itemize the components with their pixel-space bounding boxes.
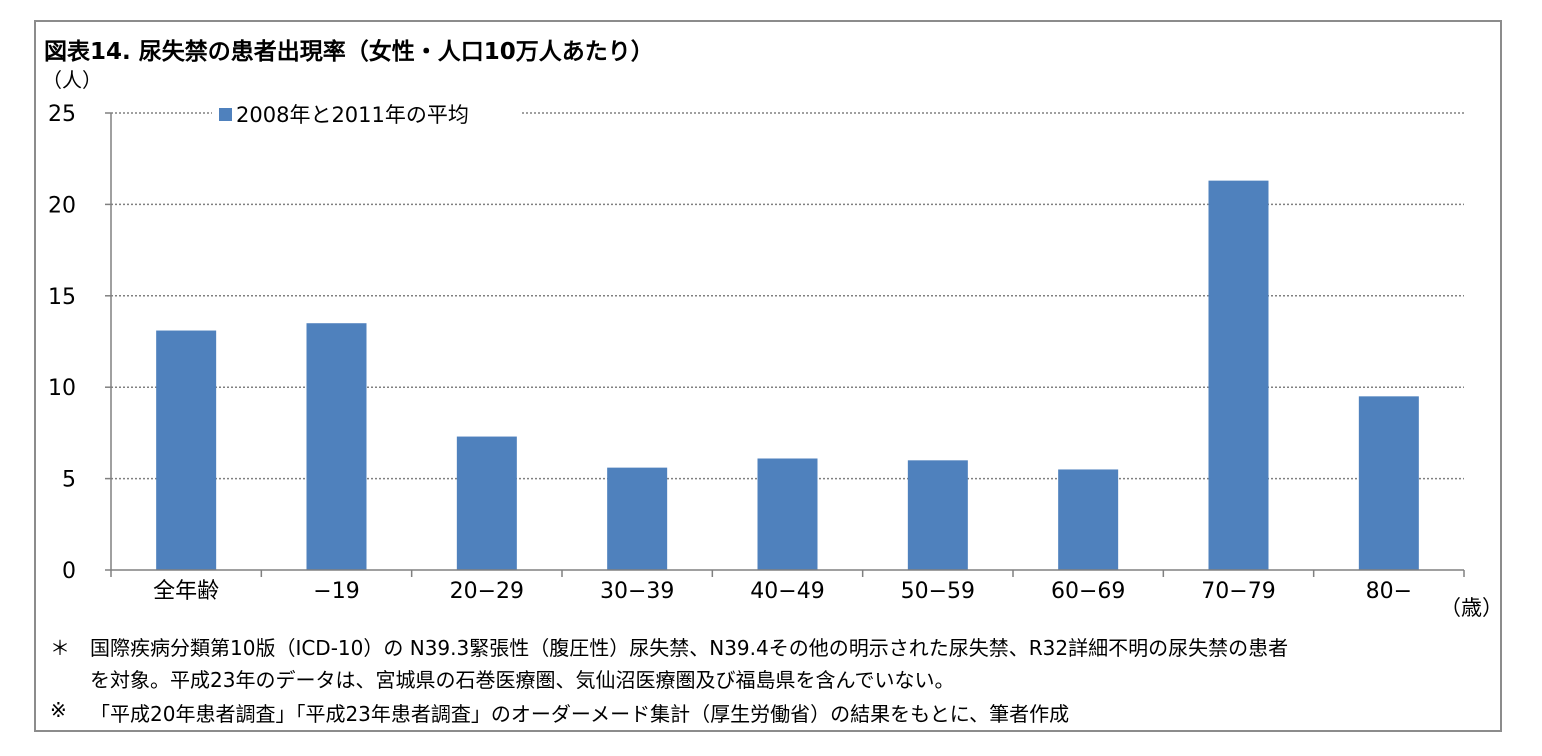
note-1-line-1: 国際疾病分類第10版（ICD-10）の N39.3緊張性（腹圧性）尿失禁、N39… — [90, 636, 1289, 660]
x-tick-label: 30−39 — [600, 579, 674, 604]
x-tick-label: 40−49 — [750, 579, 824, 604]
x-tick-labels: 全年齢 −19 20−29 30−39 40−49 50−59 60−69 70−79 80− — [153, 579, 1412, 604]
bars — [156, 180, 1419, 571]
chart-title: 図表14. 尿失禁の患者出現率（女性・人口10万人あたり） — [44, 39, 654, 65]
bar — [156, 330, 217, 570]
x-tick-label: 80− — [1366, 579, 1412, 604]
bar — [456, 436, 517, 570]
note-2-mark: ※ — [50, 698, 67, 722]
y-axis-unit-label: （人） — [42, 68, 102, 92]
bar — [306, 323, 367, 570]
legend-swatch — [219, 108, 232, 121]
bar — [757, 458, 818, 570]
y-tick-label: 0 — [62, 559, 76, 584]
x-tick-label: 50−59 — [901, 579, 975, 604]
bar — [1208, 180, 1269, 571]
y-tick-label: 10 — [48, 376, 76, 401]
x-tick-label: 60−69 — [1051, 579, 1125, 604]
x-tick-label: 70−79 — [1201, 579, 1275, 604]
y-tick-labels: 0 5 10 15 20 25 — [48, 102, 76, 584]
figure-frame — [34, 20, 1502, 732]
bar — [1058, 469, 1119, 570]
legend-label: 2008年と2011年の平均 — [236, 103, 469, 127]
bar — [1358, 396, 1419, 570]
bar — [907, 460, 968, 570]
x-tick-label: −19 — [313, 579, 359, 604]
note-2-line-1: 「平成20年患者調査」「平成23年患者調査」のオーダーメード集計（厚生労働省）の… — [90, 702, 1070, 726]
x-tick-label: 全年齢 — [153, 579, 219, 604]
bar — [607, 467, 668, 570]
x-axis-unit-label: （歳） — [1440, 596, 1503, 620]
y-tick-label: 25 — [48, 102, 76, 127]
y-tick-label: 5 — [62, 468, 76, 493]
axes — [105, 112, 1465, 577]
legend: 2008年と2011年の平均 — [219, 103, 469, 127]
note-1-line-2: を対象。平成23年のデータは、宮城県の石巻医療圏、気仙沼医療圏及び福島県を含んで… — [90, 668, 955, 692]
y-tick-label: 20 — [48, 193, 76, 218]
y-tick-label: 15 — [48, 285, 76, 310]
x-tick-label: 20−29 — [450, 579, 524, 604]
note-1-mark: ＊ — [50, 636, 70, 660]
